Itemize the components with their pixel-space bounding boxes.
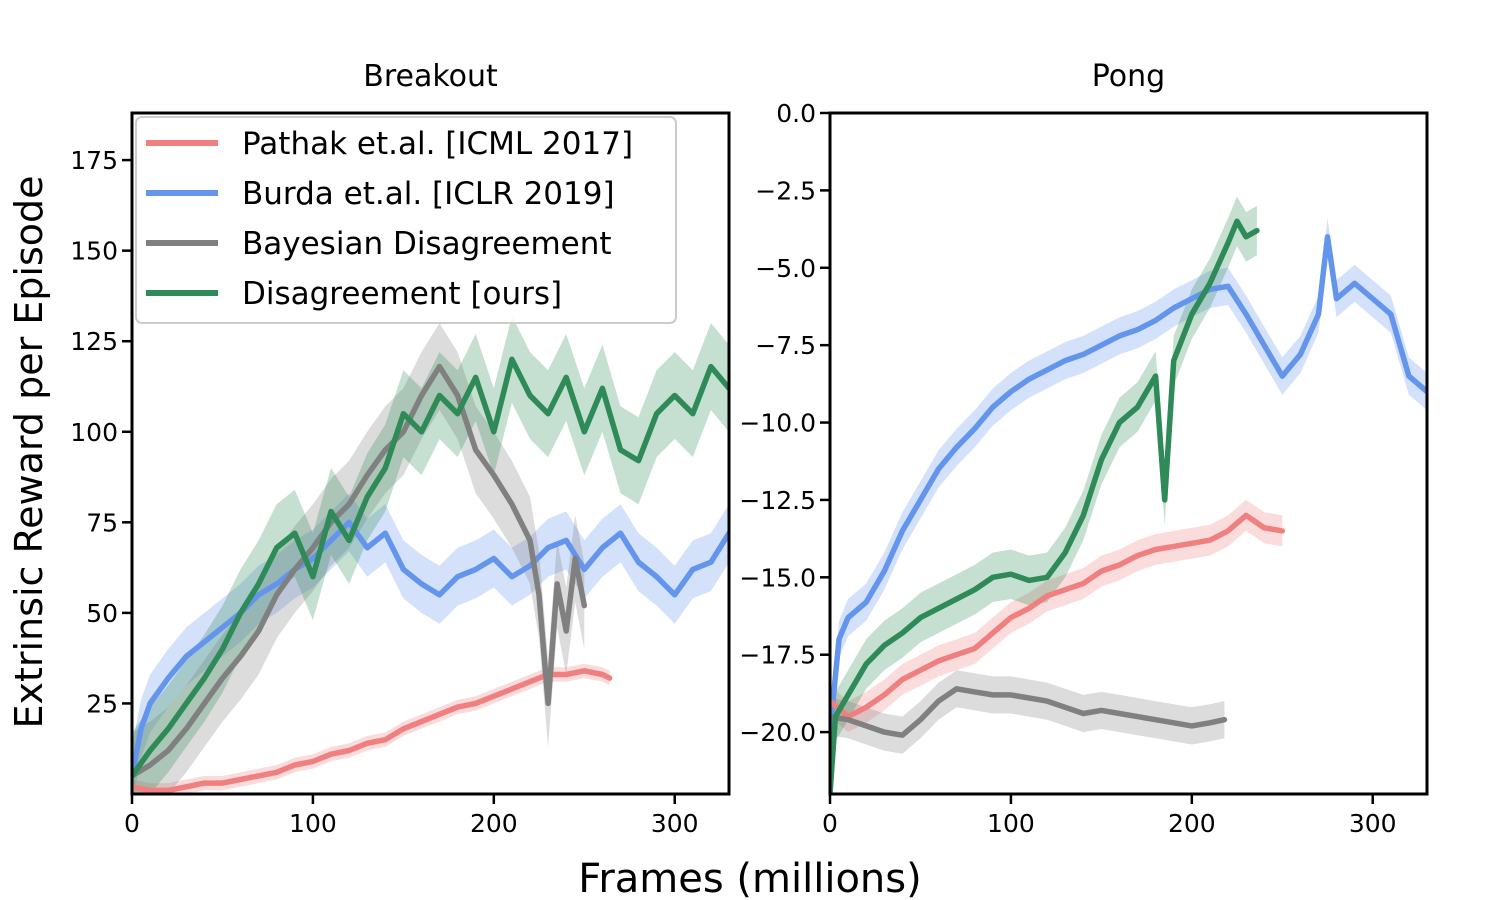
legend-label-pathak: Pathak et.al. [ICML 2017]	[242, 126, 633, 162]
legend-label-burda: Burda et.al. [ICLR 2019]	[242, 176, 615, 212]
x-tick-label: 100	[289, 809, 337, 838]
axes-frame	[130, 111, 731, 796]
series-line-ours	[830, 218, 1260, 794]
series-band-ours	[830, 196, 1257, 794]
breakout-panel: Breakout 0 100 200 300 25 50 75 100 125 150 175	[70, 59, 731, 838]
x-tick-label: 300	[1349, 809, 1397, 838]
series-line-pathak	[132, 668, 613, 794]
axes-frame	[828, 111, 1429, 796]
y-tick-label: −15.0	[739, 563, 816, 592]
y-tick-label: 175	[70, 146, 118, 175]
panel-title: Pong	[1092, 59, 1165, 94]
legend-label-ours: Disagreement [ours]	[242, 276, 562, 312]
series-band-pathak	[830, 499, 1283, 733]
y-tick-label: −10.0	[739, 409, 816, 438]
x-tick-label: 300	[651, 809, 699, 838]
y-axis-label: Extrinsic Reward per Episode	[7, 175, 51, 728]
x-tick-label: 200	[1168, 809, 1216, 838]
y-tick-label: 125	[70, 327, 118, 356]
y-tick-label: −2.5	[755, 176, 816, 205]
series-band-bayesian	[830, 670, 1225, 754]
pong-panel: Pong 0 100 200 300 0.0 −2.5 −5.0 −7.5 −10.0 −12.5 −…	[739, 59, 1429, 838]
y-tick-label: −7.5	[755, 331, 816, 360]
series-band-burda	[830, 218, 1427, 751]
y-tick-label: 25	[86, 689, 118, 718]
legend: Pathak et.al. [ICML 2017] Burda et.al. [I…	[135, 116, 677, 324]
x-axis-label: Frames (millions)	[578, 856, 921, 900]
y-tick-label: 100	[70, 418, 118, 447]
legend-label-bayesian: Bayesian Disagreement	[242, 226, 612, 262]
y-tick-label: −5.0	[755, 254, 816, 283]
y-tick-label: 0.0	[776, 99, 816, 128]
y-tick-label: −17.5	[739, 641, 816, 670]
x-tick-label: 0	[822, 809, 838, 838]
legend-box	[135, 116, 677, 324]
series-line-ours	[132, 356, 729, 779]
x-tick-label: 100	[987, 809, 1035, 838]
x-tick-label: 200	[470, 809, 518, 838]
y-tick-label: −12.5	[739, 486, 816, 515]
series-line-burda	[132, 519, 729, 779]
y-tick-label: 75	[86, 508, 118, 537]
series-line-bayesian	[132, 363, 588, 779]
y-tick-label: 150	[70, 237, 118, 266]
y-tick-label: 50	[86, 599, 118, 628]
y-tick-label: −20.0	[739, 718, 816, 747]
series-line-bayesian	[830, 686, 1228, 738]
panel-title: Breakout	[363, 59, 498, 94]
series-line-burda	[830, 234, 1427, 735]
series-line-pathak	[830, 512, 1286, 720]
x-tick-label: 0	[124, 809, 140, 838]
series-band-ours	[132, 315, 729, 794]
